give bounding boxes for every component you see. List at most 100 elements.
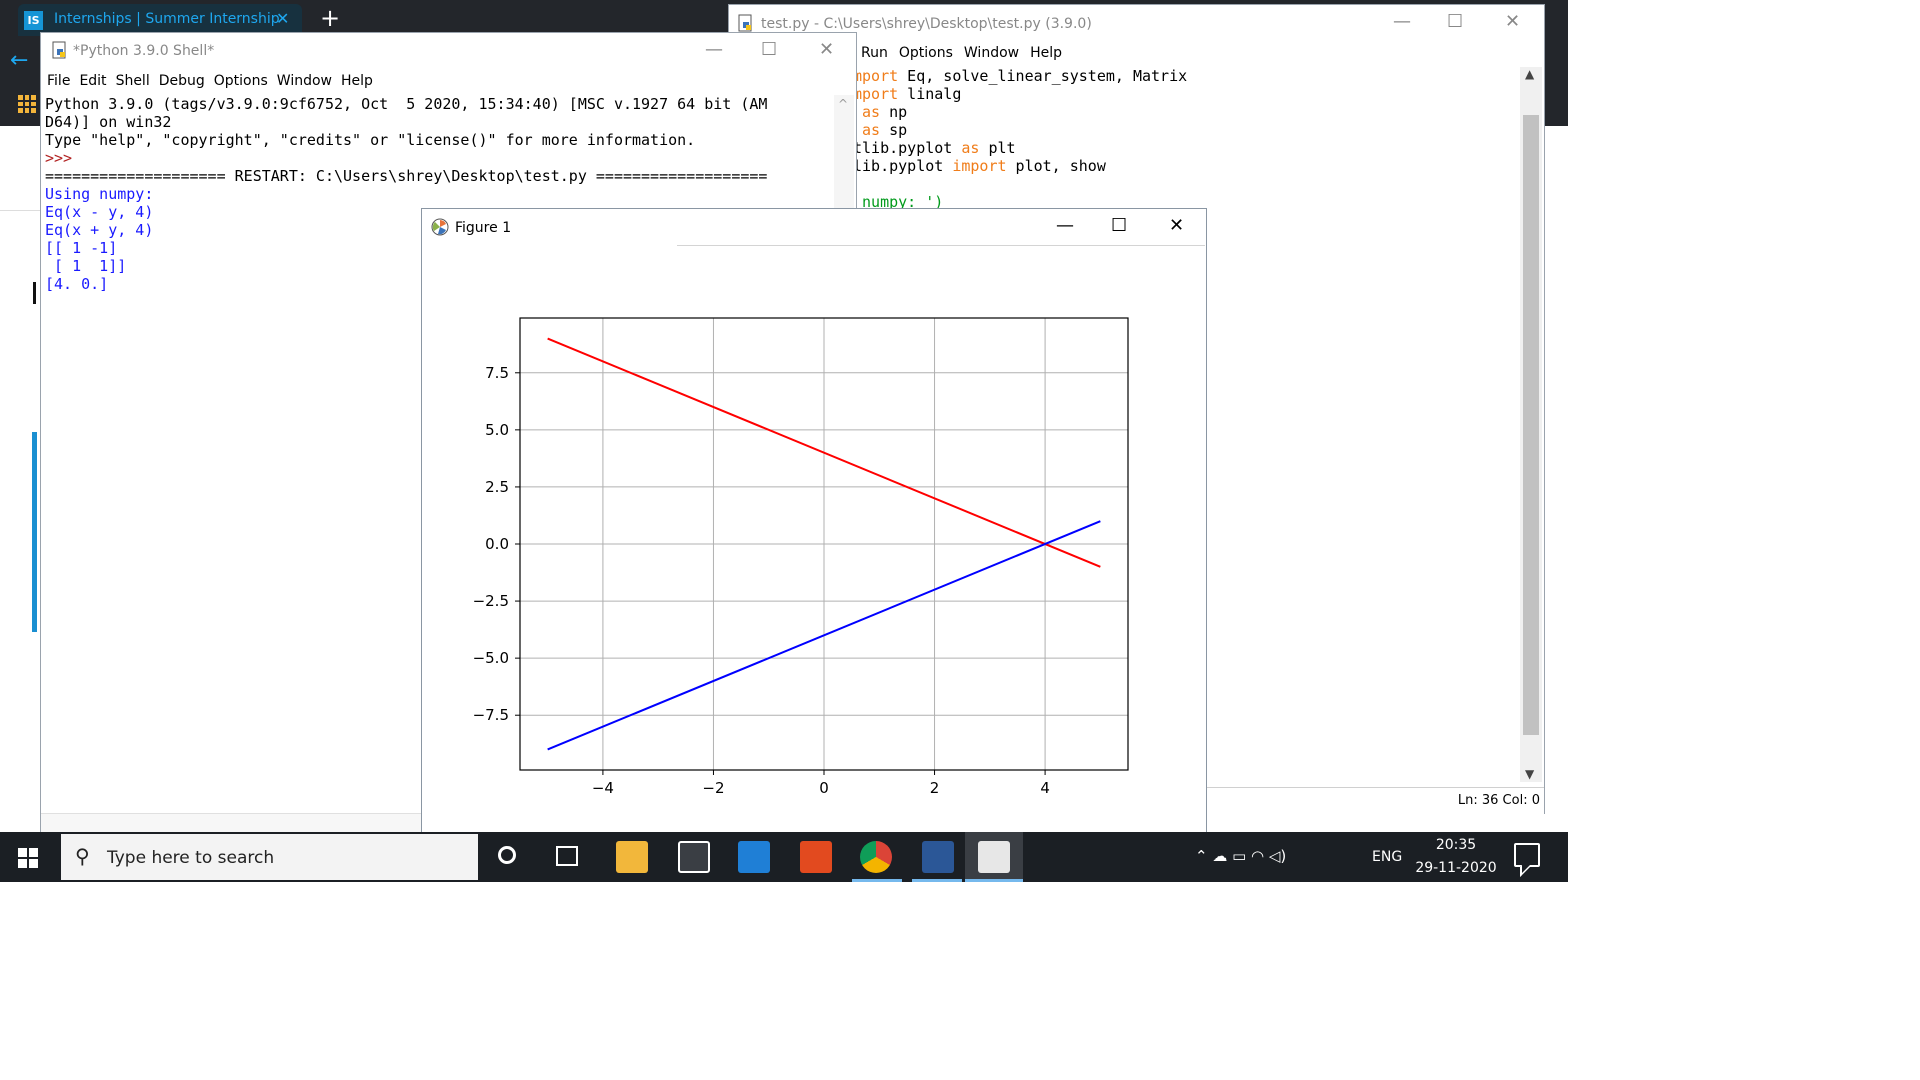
- idle-file-icon: [738, 14, 752, 32]
- windows-start-icon[interactable]: [18, 848, 38, 868]
- code-editor[interactable]: mport Eq, solve_linear_system, Matrix mpo…: [853, 67, 1521, 802]
- shell-line: [[ 1 -1]: [45, 239, 118, 257]
- page-accent-bar: [32, 432, 37, 632]
- code-line: numpy: '): [853, 193, 1521, 211]
- active-indicator: [912, 879, 962, 882]
- word-icon[interactable]: [922, 841, 954, 873]
- x-tick-label: 0: [819, 779, 829, 797]
- menu-debug[interactable]: Debug: [158, 73, 205, 89]
- idle-shell-icon: [52, 41, 66, 59]
- back-arrow-icon[interactable]: ←: [10, 48, 29, 73]
- y-tick-label: −2.5: [473, 592, 509, 610]
- shell-line: Eq(x + y, 4): [45, 221, 154, 239]
- code-line: as sp: [853, 121, 1521, 139]
- close-icon[interactable]: ✕: [1169, 215, 1185, 236]
- code-line: as np: [853, 103, 1521, 121]
- shell-line: Type "help", "copyright", "credits" or "…: [45, 131, 696, 149]
- scroll-down-icon[interactable]: ▼: [1525, 767, 1535, 781]
- minimize-icon[interactable]: —: [1393, 11, 1411, 32]
- close-icon[interactable]: ✕: [1505, 11, 1521, 32]
- page-divider: [0, 210, 40, 211]
- menu-shell[interactable]: Shell: [115, 73, 150, 89]
- office-icon[interactable]: [800, 841, 832, 873]
- store-icon[interactable]: [678, 841, 710, 873]
- menu-options[interactable]: Options: [213, 73, 268, 89]
- menu-help[interactable]: Help: [1030, 45, 1063, 61]
- series-line-0: [547, 337, 1101, 568]
- active-indicator: [852, 879, 902, 882]
- menu-edit[interactable]: Edit: [79, 73, 107, 89]
- shell-line: >>>: [45, 149, 82, 167]
- shell-line: [ 1 1]]: [45, 257, 127, 275]
- maximize-icon[interactable]: ☐: [1447, 11, 1464, 32]
- shell-line: Python 3.9.0 (tags/v3.9.0:9cf6752, Oct 5…: [45, 95, 768, 113]
- code-line: mport Eq, solve_linear_system, Matrix: [853, 67, 1521, 85]
- clock-date[interactable]: 29-11-2020: [1415, 860, 1497, 876]
- apps-grid-icon[interactable]: [18, 95, 36, 113]
- code-token: Eq, solve_linear_system, Matrix: [898, 67, 1188, 85]
- clock-time[interactable]: 20:35: [1435, 837, 1477, 853]
- mail-icon[interactable]: [738, 841, 770, 873]
- maximize-icon[interactable]: ☐: [1111, 215, 1128, 236]
- scroll-up-icon[interactable]: ^: [838, 97, 849, 111]
- task-view-icon[interactable]: [556, 846, 578, 866]
- new-tab-button[interactable]: +: [319, 4, 341, 32]
- cortana-icon[interactable]: [498, 846, 516, 864]
- code-token: plt: [979, 139, 1016, 157]
- menu-help[interactable]: Help: [341, 73, 373, 89]
- minimize-icon[interactable]: —: [705, 39, 723, 60]
- chrome-icon[interactable]: [860, 841, 892, 873]
- idle-icon: [978, 841, 1010, 873]
- file-explorer-icon[interactable]: [616, 841, 648, 873]
- code-token: mport: [853, 85, 899, 103]
- code-token: mport: [853, 67, 899, 85]
- y-tick-label: −7.5: [473, 706, 509, 724]
- text-cursor: [33, 282, 36, 304]
- figure-title: Figure 1: [455, 220, 512, 236]
- code-token: sp: [880, 121, 908, 139]
- x-tick-label: −2: [702, 779, 724, 797]
- tab-title: Internships | Summer Internship: [54, 11, 280, 27]
- minimize-icon[interactable]: —: [1056, 215, 1074, 236]
- browser-tab[interactable]: IS Internships | Summer Internship ✕: [18, 4, 302, 36]
- menu-run[interactable]: Run: [861, 45, 888, 61]
- shell-menubar: File Edit Shell Debug Options Window Help: [47, 73, 382, 89]
- menu-file[interactable]: File: [47, 73, 71, 89]
- menu-window[interactable]: Window: [276, 73, 332, 89]
- code-token: tlib.pyplot: [853, 139, 962, 157]
- idle-taskbar-button[interactable]: [965, 832, 1023, 882]
- menu-window[interactable]: Window: [963, 45, 1020, 61]
- code-token: as: [853, 103, 881, 121]
- system-tray-icons[interactable]: ⌃ ☁ ▭ ◠ ◁): [1195, 847, 1287, 865]
- editor-scroll-thumb[interactable]: [1523, 115, 1539, 735]
- shell-line: D64)] on win32: [45, 113, 172, 131]
- search-icon: ⚲: [75, 844, 90, 868]
- scroll-up-icon[interactable]: ▲: [1525, 67, 1535, 81]
- code-token: import: [952, 157, 1007, 175]
- menu-options[interactable]: Options: [898, 45, 953, 61]
- active-indicator: [965, 879, 1023, 882]
- taskbar-search[interactable]: ⚲ Type here to search: [61, 834, 478, 880]
- code-line: [853, 175, 1521, 193]
- code-token: np: [880, 103, 908, 121]
- tab-close-icon[interactable]: ✕: [276, 9, 290, 28]
- shell-line: [4. 0.]: [45, 275, 109, 293]
- language-indicator[interactable]: ENG: [1372, 849, 1403, 865]
- code-token: numpy: '): [853, 193, 944, 211]
- internshala-logo-icon: IS: [24, 11, 43, 30]
- shell-output[interactable]: Python 3.9.0 (tags/v3.9.0:9cf6752, Oct 5…: [45, 95, 833, 813]
- code-token: linalg: [898, 85, 962, 103]
- code-token: as: [853, 121, 881, 139]
- x-tick-label: −4: [592, 779, 614, 797]
- notification-icon[interactable]: [1514, 843, 1540, 867]
- shell-line: ==================== RESTART: C:\Users\s…: [45, 167, 768, 185]
- code-line: tlib.pyplot as plt: [853, 139, 1521, 157]
- search-placeholder: Type here to search: [107, 848, 275, 868]
- editor-title: test.py - C:\Users\shrey\Desktop\test.py…: [761, 16, 1092, 32]
- toolbar-divider: [677, 245, 1205, 246]
- code-token: plot, show: [1006, 157, 1106, 175]
- maximize-icon[interactable]: ☐: [761, 39, 778, 60]
- code-line: mport linalg: [853, 85, 1521, 103]
- close-icon[interactable]: ✕: [819, 39, 835, 60]
- cursor-position: Ln: 36 Col: 0: [1457, 793, 1540, 808]
